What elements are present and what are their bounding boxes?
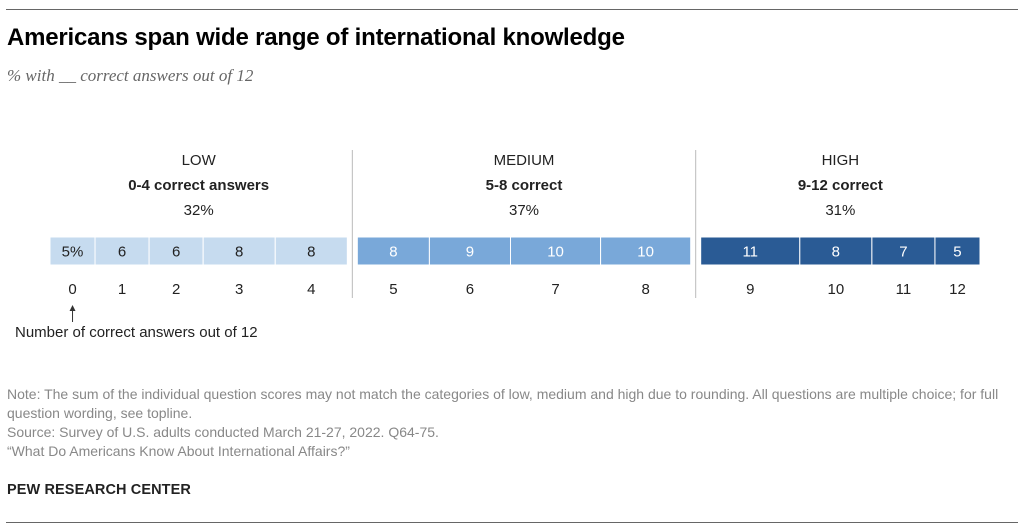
bar-segment: [274, 236, 348, 266]
bar-segment: [871, 236, 936, 266]
bar-value-label: 10: [547, 244, 564, 261]
bottom-rule: [6, 522, 1018, 523]
x-tick-label: 10: [827, 281, 844, 298]
chart-title: Americans span wide range of internation…: [7, 24, 625, 51]
bar-segment: [700, 236, 801, 266]
group-name-label: LOW: [182, 152, 217, 169]
bar-value-label: 7: [899, 244, 907, 261]
x-tick-label: 3: [235, 281, 243, 298]
bar-value-label: 6: [172, 244, 180, 261]
bar-segment: [428, 236, 511, 266]
report-text: “What Do Americans Know About Internatio…: [7, 443, 350, 459]
bar-segment: [509, 236, 602, 266]
x-tick-label: 7: [551, 281, 559, 298]
bar-segment: [600, 236, 692, 266]
top-rule: [6, 9, 1018, 10]
bar-segment: [356, 236, 430, 266]
axis-pointer-arrow-head: [69, 305, 76, 311]
note-text: Note: The sum of the individual question…: [7, 386, 999, 421]
group-name-label: HIGH: [822, 152, 860, 169]
x-tick-label: 9: [746, 281, 754, 298]
bar-segment: [202, 236, 276, 266]
group-percent-label: 32%: [184, 202, 214, 219]
bar-segment: [148, 236, 204, 266]
bar-value-label: 8: [832, 244, 840, 261]
brand-logo-text: PEW RESEARCH CENTER: [7, 482, 191, 498]
bar-value-label: 8: [307, 244, 315, 261]
x-tick-label: 12: [949, 281, 966, 298]
chart: LOW 0-4 correct answers 32% MEDIUM 5-8 corre…: [15, 150, 981, 341]
x-axis-label: Number of correct answers out of 12: [15, 324, 258, 341]
x-tick-label: 11: [896, 281, 912, 298]
bar-value-label: 9: [466, 244, 474, 261]
x-tick-label: 4: [307, 281, 315, 298]
x-tick-label: 1: [118, 281, 126, 298]
group-range-label: 9-12 correct: [798, 177, 883, 194]
group-name-label: MEDIUM: [494, 152, 555, 169]
group-percent-label: 37%: [509, 202, 539, 219]
bar-segment: [799, 236, 873, 266]
x-tick-label: 6: [466, 281, 474, 298]
bar-value-label: 10: [637, 244, 654, 261]
bar-value-label: 11: [742, 244, 758, 261]
group-range-label: 0-4 correct answers: [128, 177, 269, 194]
bar-segment: [934, 236, 981, 266]
bar-value-label: 6: [118, 244, 126, 261]
bar-value-label: 5: [953, 244, 961, 261]
group-percent-label: 31%: [825, 202, 855, 219]
source-text: Source: Survey of U.S. adults conducted …: [7, 424, 439, 440]
notes: Note: The sum of the individual question…: [7, 385, 1007, 461]
x-tick-label: 2: [172, 281, 180, 298]
x-tick-label: 5: [389, 281, 397, 298]
group-range-label: 5-8 correct: [486, 177, 563, 194]
bar-value-label: 5%: [62, 244, 84, 261]
x-tick-label: 0: [68, 281, 76, 298]
bar-value-label: 8: [235, 244, 243, 261]
bar-value-label: 8: [389, 244, 397, 261]
bar-segment: [94, 236, 150, 266]
x-tick-label: 8: [641, 281, 649, 298]
chart-subtitle: % with __ correct answers out of 12: [7, 66, 254, 85]
